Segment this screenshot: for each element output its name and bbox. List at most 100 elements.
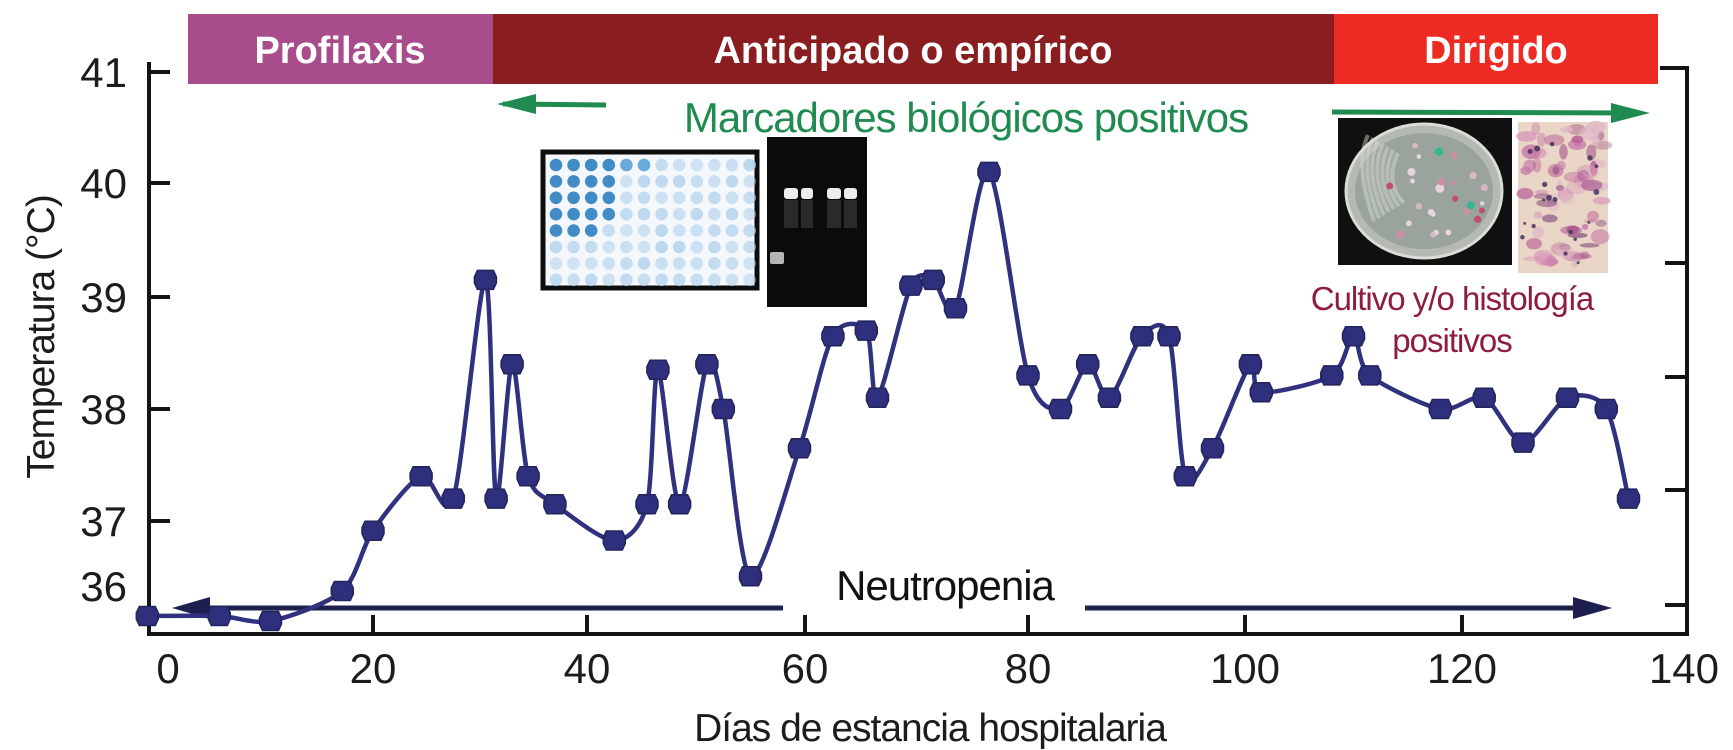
gel-band-smear [784, 200, 798, 228]
y-tick-label: 40 [80, 160, 127, 207]
data-point-marker [1594, 398, 1619, 420]
data-point-marker [516, 465, 540, 487]
x-tick-label: 100 [1210, 645, 1280, 692]
data-point-marker [1097, 387, 1122, 409]
microplate-well [690, 273, 704, 287]
data-point-marker [473, 269, 498, 291]
microplate-well [637, 191, 651, 205]
data-point-marker [1048, 398, 1073, 420]
microplate-well [655, 257, 668, 270]
microplate-well [708, 175, 721, 188]
microplate-well [602, 257, 616, 270]
stained-tissue-cluster [1559, 144, 1568, 160]
bacterial-colony [1427, 208, 1435, 216]
data-point-marker [635, 493, 659, 515]
cell-nucleus [1542, 198, 1546, 202]
bacterial-colony [1445, 229, 1452, 236]
microplate-well [725, 191, 739, 205]
microplate-well [708, 224, 721, 237]
data-point-marker [1341, 325, 1366, 347]
stained-tissue-cluster [1579, 243, 1600, 248]
data-point-marker [135, 605, 160, 627]
stained-tissue-cluster [1536, 132, 1546, 147]
cell-nucleus [1534, 145, 1541, 152]
data-point-marker [1130, 325, 1154, 347]
data-point-marker [1075, 353, 1100, 375]
microplate-well [725, 257, 739, 270]
microplate-well [672, 158, 686, 172]
microplate-well [690, 240, 704, 254]
stained-tissue-cluster [1536, 199, 1558, 208]
microplate-well [655, 175, 668, 188]
microplate-well [725, 158, 739, 172]
microplate-well [584, 191, 598, 205]
cell-nucleus [1527, 148, 1533, 155]
data-point-marker [500, 353, 524, 375]
microplate-well [567, 240, 580, 254]
stained-tissue-cluster [1592, 197, 1611, 205]
microplate-well [602, 224, 616, 237]
microplate-well [708, 207, 721, 221]
microplate-well [690, 207, 704, 221]
microplate-well [655, 207, 668, 221]
microplate-well [708, 257, 721, 270]
cell-nucleus [1594, 164, 1599, 169]
colony-streak [1375, 143, 1391, 213]
stained-tissue-cluster [1571, 135, 1584, 144]
stained-tissue-cluster [1516, 131, 1537, 142]
stained-tissue-cluster [1571, 261, 1578, 268]
stained-tissue-cluster [1556, 179, 1563, 192]
stained-tissue-cluster [1566, 225, 1580, 234]
stained-tissue-cluster [1586, 120, 1606, 134]
bacterial-colony [1416, 154, 1422, 159]
microplate-well [567, 158, 580, 172]
microplate-well [743, 273, 756, 287]
bacterial-colony [1437, 177, 1446, 186]
biomarkers-arrow-head-right [1611, 103, 1650, 123]
gel-band [784, 188, 798, 199]
data-point-marker [899, 275, 923, 296]
neutropenia-arrow-head-right [1573, 597, 1612, 619]
petri-dish-agar [1355, 133, 1493, 249]
data-point-marker [484, 488, 508, 509]
data-point-marker [207, 605, 232, 627]
stained-tissue-cluster [1532, 157, 1542, 173]
microplate-well [620, 207, 633, 221]
microplate-well [690, 175, 704, 188]
colony-streak [1365, 137, 1381, 219]
microplate-well [637, 207, 651, 221]
bacterial-colony [1480, 183, 1488, 192]
data-point-marker [1555, 387, 1580, 409]
cell-nucleus [1523, 221, 1527, 225]
microplate-well [549, 240, 563, 254]
stained-tissue-cluster [1544, 134, 1565, 146]
microplate-well [708, 158, 721, 172]
bacterial-colony [1412, 142, 1418, 149]
microplate-well [602, 191, 616, 205]
stained-tissue-cluster [1570, 253, 1593, 260]
stained-tissue-cluster [1520, 166, 1532, 176]
microplate-well [672, 273, 686, 287]
microplate-well [690, 224, 704, 237]
bacterial-colony [1386, 182, 1394, 190]
data-point-marker [1472, 387, 1496, 409]
microplate-well [743, 207, 756, 221]
phase-label-dirigido: Dirigido [1424, 30, 1568, 72]
stained-tissue-cluster [1590, 229, 1610, 245]
data-point-marker [258, 610, 283, 632]
cell-nucleus [1593, 189, 1600, 195]
data-point-marker [1238, 353, 1263, 375]
data-point-marker [1320, 365, 1344, 386]
gel-band-smear [801, 200, 813, 228]
data-point-marker [921, 269, 945, 291]
data-point-marker [602, 530, 627, 551]
y-tick-label: 38 [80, 386, 127, 433]
microplate-well [655, 158, 668, 172]
data-point-marker [543, 493, 567, 515]
data-point-marker [977, 161, 1001, 183]
data-point-marker [695, 353, 719, 375]
gel-band [801, 188, 813, 199]
microplate-well [584, 224, 598, 237]
bacterial-colony [1450, 151, 1458, 159]
y-axis-title: Temperatura (°C) [20, 195, 63, 479]
